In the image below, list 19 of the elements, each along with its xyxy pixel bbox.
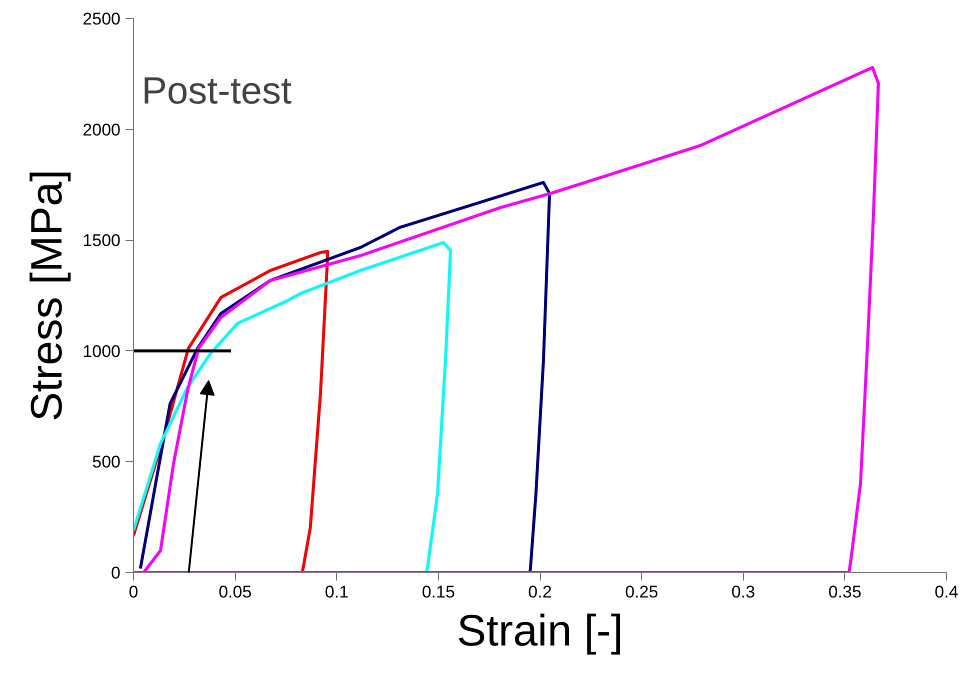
x-tick-label: 0.3 [731, 582, 756, 602]
y-tick-label: 1500 [82, 231, 121, 250]
y-tick-label: 2500 [82, 10, 121, 28]
x-axis-title: Strain [-] [456, 606, 624, 656]
x-tick-label: 0.2 [528, 582, 552, 602]
x-tick-label: 0.05 [218, 582, 252, 602]
x-tick-label: 0.1 [324, 582, 349, 602]
x-tick-label: 0 [128, 582, 138, 602]
x-tick-label: 0.25 [625, 582, 658, 602]
line-series [134, 66, 880, 572]
y-tick-label: 2000 [82, 120, 121, 140]
x-tick-label: 0.15 [422, 582, 455, 602]
y-axis-title: Stress [MPa] [22, 170, 72, 422]
y-tick-label: 500 [92, 452, 121, 472]
y-tick-label: 1000 [82, 342, 121, 361]
x-tick-label: 0.35 [828, 582, 862, 602]
y-tick-label: 0 [111, 564, 121, 582]
x-tick-label: 0.4 [934, 582, 958, 602]
text: Post-test [142, 70, 292, 113]
